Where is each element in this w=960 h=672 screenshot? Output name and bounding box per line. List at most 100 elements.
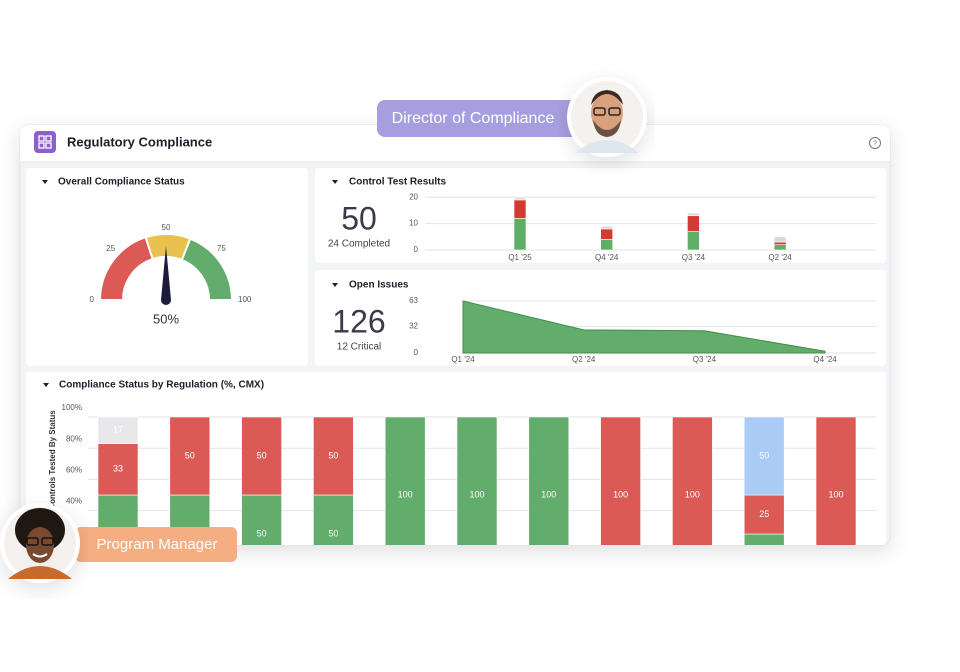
role-badge (75, 527, 237, 562)
bar-segment (600, 239, 614, 251)
help-glyph: ? (873, 140, 877, 147)
x-tick-label: Q1 '24 (451, 355, 475, 364)
bar-segment (687, 212, 700, 217)
bar-segment (600, 228, 614, 240)
x-tick-label: Q2 '24 (572, 355, 596, 364)
y-tick-label: 60% (66, 466, 82, 475)
panel-title: Overall Compliance Status (58, 177, 185, 188)
data-label: 25 (759, 548, 769, 558)
data-label: 100 (469, 489, 484, 499)
bar-segment (773, 244, 787, 251)
bar-segment (313, 416, 354, 496)
bar-segment (97, 416, 139, 444)
kpi-label: 24 Completed (328, 239, 390, 250)
x-tick-label: Q3 '24 (682, 253, 706, 262)
help-icon[interactable] (869, 137, 881, 149)
y-tick-label: 20 (409, 192, 418, 201)
data-label: 50 (328, 528, 338, 538)
dashboard-title: Regulatory Compliance (67, 134, 212, 149)
bar-segment (528, 416, 570, 545)
dashboard: Regulatory Compliance ? Overall Complian… (20, 125, 890, 558)
panel-title: Open Issues (349, 280, 409, 291)
bar-segment (687, 231, 700, 251)
bar-segment (687, 215, 700, 232)
bar-segment (513, 196, 527, 201)
kpi-value: 126 (332, 303, 385, 339)
bar-segment (241, 494, 282, 545)
gauge-tick-label: 100 (238, 295, 252, 304)
data-label: 25 (759, 509, 769, 519)
area (462, 300, 826, 354)
bar-segment (743, 533, 785, 545)
y-tick-label: 0 (414, 348, 419, 357)
bar-segment (169, 416, 211, 496)
app-icon[interactable] (34, 131, 56, 153)
gauge-tick-label: 50 (162, 223, 171, 232)
gauge-tick-label: 75 (217, 244, 226, 253)
gauge-tick-label: 25 (106, 244, 115, 253)
data-label: 50 (759, 450, 769, 460)
x-tick-label: Q4 '24 (813, 355, 837, 364)
panel-title: Compliance Status by Regulation (%, CMX) (59, 380, 264, 391)
data-label: 100 (685, 489, 700, 499)
y-axis-label: Controls Tested By Status (48, 410, 57, 510)
data-label: 50 (257, 528, 267, 538)
bar-segment (773, 241, 787, 246)
data-label: 50 (257, 450, 267, 460)
gauge-needle (161, 246, 171, 305)
bar-segment (313, 494, 354, 545)
regulation-panel (26, 372, 886, 545)
data-label: 100 (398, 489, 413, 499)
data-label: 50 (185, 450, 195, 460)
control-test-panel (315, 168, 886, 263)
y-tick-label: 100% (62, 403, 82, 412)
y-tick-label: 32 (409, 322, 418, 331)
gauge-band (180, 237, 234, 301)
avatar (0, 503, 80, 583)
data-label: 17 (113, 425, 123, 435)
bar-segment (513, 218, 527, 251)
app-icon-glyph (38, 135, 52, 149)
panel-title: Control Test Results (349, 177, 446, 188)
data-label: 33 (113, 464, 123, 474)
kpi-value: 50 (341, 200, 377, 236)
role-badge (377, 100, 583, 137)
bar-segment (456, 416, 498, 545)
data-label: 100 (828, 489, 843, 499)
x-tick-label: Q4 '24 (595, 253, 619, 262)
gauge-tick-label: 0 (90, 295, 95, 304)
x-tick-label: Q2 '24 (768, 253, 792, 262)
collapse-toggle[interactable] (42, 180, 48, 184)
y-tick-label: 10 (409, 219, 418, 228)
x-tick-label: Q3 '24 (693, 355, 717, 364)
collapse-toggle[interactable] (332, 180, 338, 184)
data-label: 100 (541, 489, 556, 499)
y-tick-label: 40% (66, 497, 82, 506)
collapse-toggle[interactable] (43, 383, 49, 387)
data-label: 50 (328, 450, 338, 460)
y-tick-label: 0 (414, 245, 419, 254)
bar-segment (600, 225, 614, 230)
gauge-value-label: 50% (153, 311, 179, 326)
role-label: Program Manager (97, 536, 218, 553)
bar-segment (241, 416, 282, 496)
bar-segment (743, 416, 785, 496)
avatar (567, 77, 647, 157)
bar-segment (743, 494, 785, 535)
bar-segment (384, 416, 426, 545)
bar-segment (672, 416, 713, 545)
y-tick-label: 63 (409, 296, 418, 305)
bar-segment (600, 416, 641, 545)
bar-segment (513, 199, 527, 219)
data-label: 100 (613, 489, 628, 499)
bar-segment (815, 416, 857, 545)
collapse-toggle[interactable] (332, 283, 338, 287)
bar-segment (773, 236, 787, 243)
role-label: Director of Compliance (392, 110, 555, 127)
bar-segment (97, 443, 139, 496)
kpi-label: 12 Critical (337, 342, 381, 353)
y-tick-label: 80% (66, 434, 82, 443)
x-tick-label: Q1 '25 (508, 253, 532, 262)
